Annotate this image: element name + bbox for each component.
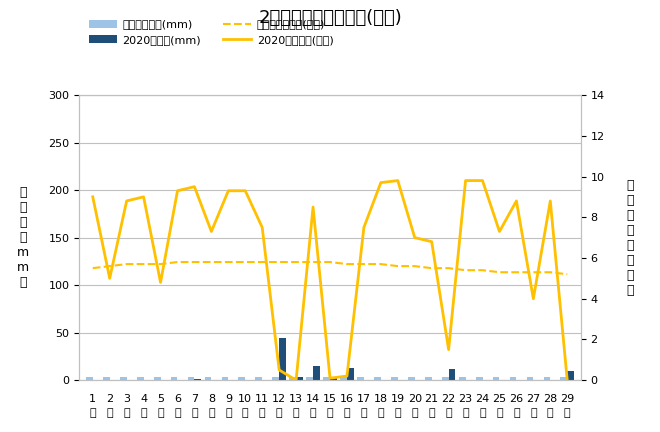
Bar — [205, 377, 211, 380]
Bar — [510, 377, 516, 380]
Bar — [560, 377, 567, 380]
Bar — [476, 377, 482, 380]
Text: 24: 24 — [475, 394, 490, 404]
Text: 日: 日 — [462, 408, 469, 418]
Text: 5: 5 — [157, 394, 164, 404]
Bar — [544, 377, 550, 380]
Bar — [171, 377, 178, 380]
Text: 2月降水量・日照時間(日別): 2月降水量・日照時間(日別) — [258, 9, 402, 27]
Text: 日: 日 — [479, 408, 486, 418]
Bar — [340, 377, 347, 380]
Text: 21: 21 — [424, 394, 439, 404]
Bar — [137, 377, 144, 380]
Text: 26: 26 — [510, 394, 523, 404]
Text: 日: 日 — [344, 408, 350, 418]
Bar — [357, 377, 364, 380]
Text: 日: 日 — [327, 408, 333, 418]
Text: 29: 29 — [560, 394, 574, 404]
Text: 日: 日 — [293, 408, 300, 418]
Text: 日: 日 — [496, 408, 503, 418]
Text: 日: 日 — [157, 408, 164, 418]
Text: 15: 15 — [323, 394, 337, 404]
Text: 2: 2 — [106, 394, 114, 404]
Bar — [425, 377, 432, 380]
Bar — [306, 377, 313, 380]
Text: 日: 日 — [174, 408, 181, 418]
Bar — [442, 377, 449, 380]
Bar — [527, 377, 533, 380]
Legend: 降水量平年値(mm), 2020降水量(mm), 日照時間平年値(時間), 2020日照時間(時間): 降水量平年値(mm), 2020降水量(mm), 日照時間平年値(時間), 20… — [84, 15, 338, 50]
Text: 日: 日 — [564, 408, 570, 418]
Bar — [273, 377, 279, 380]
Bar — [120, 377, 127, 380]
Bar — [154, 377, 160, 380]
Text: 日: 日 — [106, 408, 113, 418]
Text: 日: 日 — [259, 408, 265, 418]
Text: 20: 20 — [408, 394, 422, 404]
Text: 日: 日 — [411, 408, 418, 418]
Text: 18: 18 — [374, 394, 388, 404]
Bar — [279, 338, 286, 380]
Text: 日: 日 — [395, 408, 401, 418]
Text: 日: 日 — [530, 408, 537, 418]
Text: 28: 28 — [543, 394, 558, 404]
Text: 日: 日 — [242, 408, 249, 418]
Text: 8: 8 — [208, 394, 215, 404]
Text: 19: 19 — [391, 394, 405, 404]
Bar — [374, 377, 381, 380]
Bar — [347, 368, 354, 380]
Bar — [313, 366, 320, 380]
Bar — [195, 379, 201, 380]
Text: 22: 22 — [442, 394, 456, 404]
Text: 16: 16 — [340, 394, 354, 404]
Text: 14: 14 — [306, 394, 320, 404]
Text: 4: 4 — [140, 394, 147, 404]
Text: 日: 日 — [310, 408, 316, 418]
Text: 日: 日 — [446, 408, 452, 418]
Text: 10: 10 — [238, 394, 252, 404]
Text: 日: 日 — [360, 408, 367, 418]
Bar — [323, 377, 330, 380]
Bar — [330, 378, 337, 380]
Text: 日: 日 — [513, 408, 519, 418]
Text: 日: 日 — [90, 408, 96, 418]
Text: 17: 17 — [357, 394, 371, 404]
Text: 日: 日 — [208, 408, 214, 418]
Text: 日: 日 — [191, 408, 198, 418]
Text: 25: 25 — [492, 394, 506, 404]
Bar — [238, 377, 246, 380]
Bar — [255, 377, 262, 380]
Text: 9: 9 — [225, 394, 232, 404]
Bar — [187, 377, 195, 380]
Bar — [289, 377, 296, 380]
Bar — [449, 369, 455, 380]
Bar — [567, 371, 574, 380]
Bar — [391, 377, 398, 380]
Text: 13: 13 — [289, 394, 303, 404]
Bar — [408, 377, 414, 380]
Text: 日: 日 — [123, 408, 130, 418]
Y-axis label: 日
照
時
間
（
時
間
）: 日 照 時 間 （ 時 間 ） — [626, 178, 634, 297]
Text: 日: 日 — [378, 408, 384, 418]
Bar — [86, 377, 93, 380]
Text: 日: 日 — [276, 408, 282, 418]
Text: 11: 11 — [255, 394, 269, 404]
Text: 1: 1 — [89, 394, 96, 404]
Y-axis label: 降
水
量
（
m
m
）: 降 水 量 （ m m ） — [17, 186, 30, 289]
Bar — [103, 377, 110, 380]
Text: 日: 日 — [428, 408, 435, 418]
Bar — [222, 377, 228, 380]
Text: 3: 3 — [123, 394, 130, 404]
Bar — [296, 377, 303, 380]
Text: 7: 7 — [191, 394, 198, 404]
Text: 日: 日 — [225, 408, 232, 418]
Bar — [459, 377, 465, 380]
Text: 12: 12 — [272, 394, 286, 404]
Text: 6: 6 — [174, 394, 181, 404]
Text: 日: 日 — [141, 408, 147, 418]
Bar — [492, 377, 500, 380]
Text: 23: 23 — [459, 394, 473, 404]
Text: 27: 27 — [526, 394, 541, 404]
Text: 日: 日 — [547, 408, 554, 418]
